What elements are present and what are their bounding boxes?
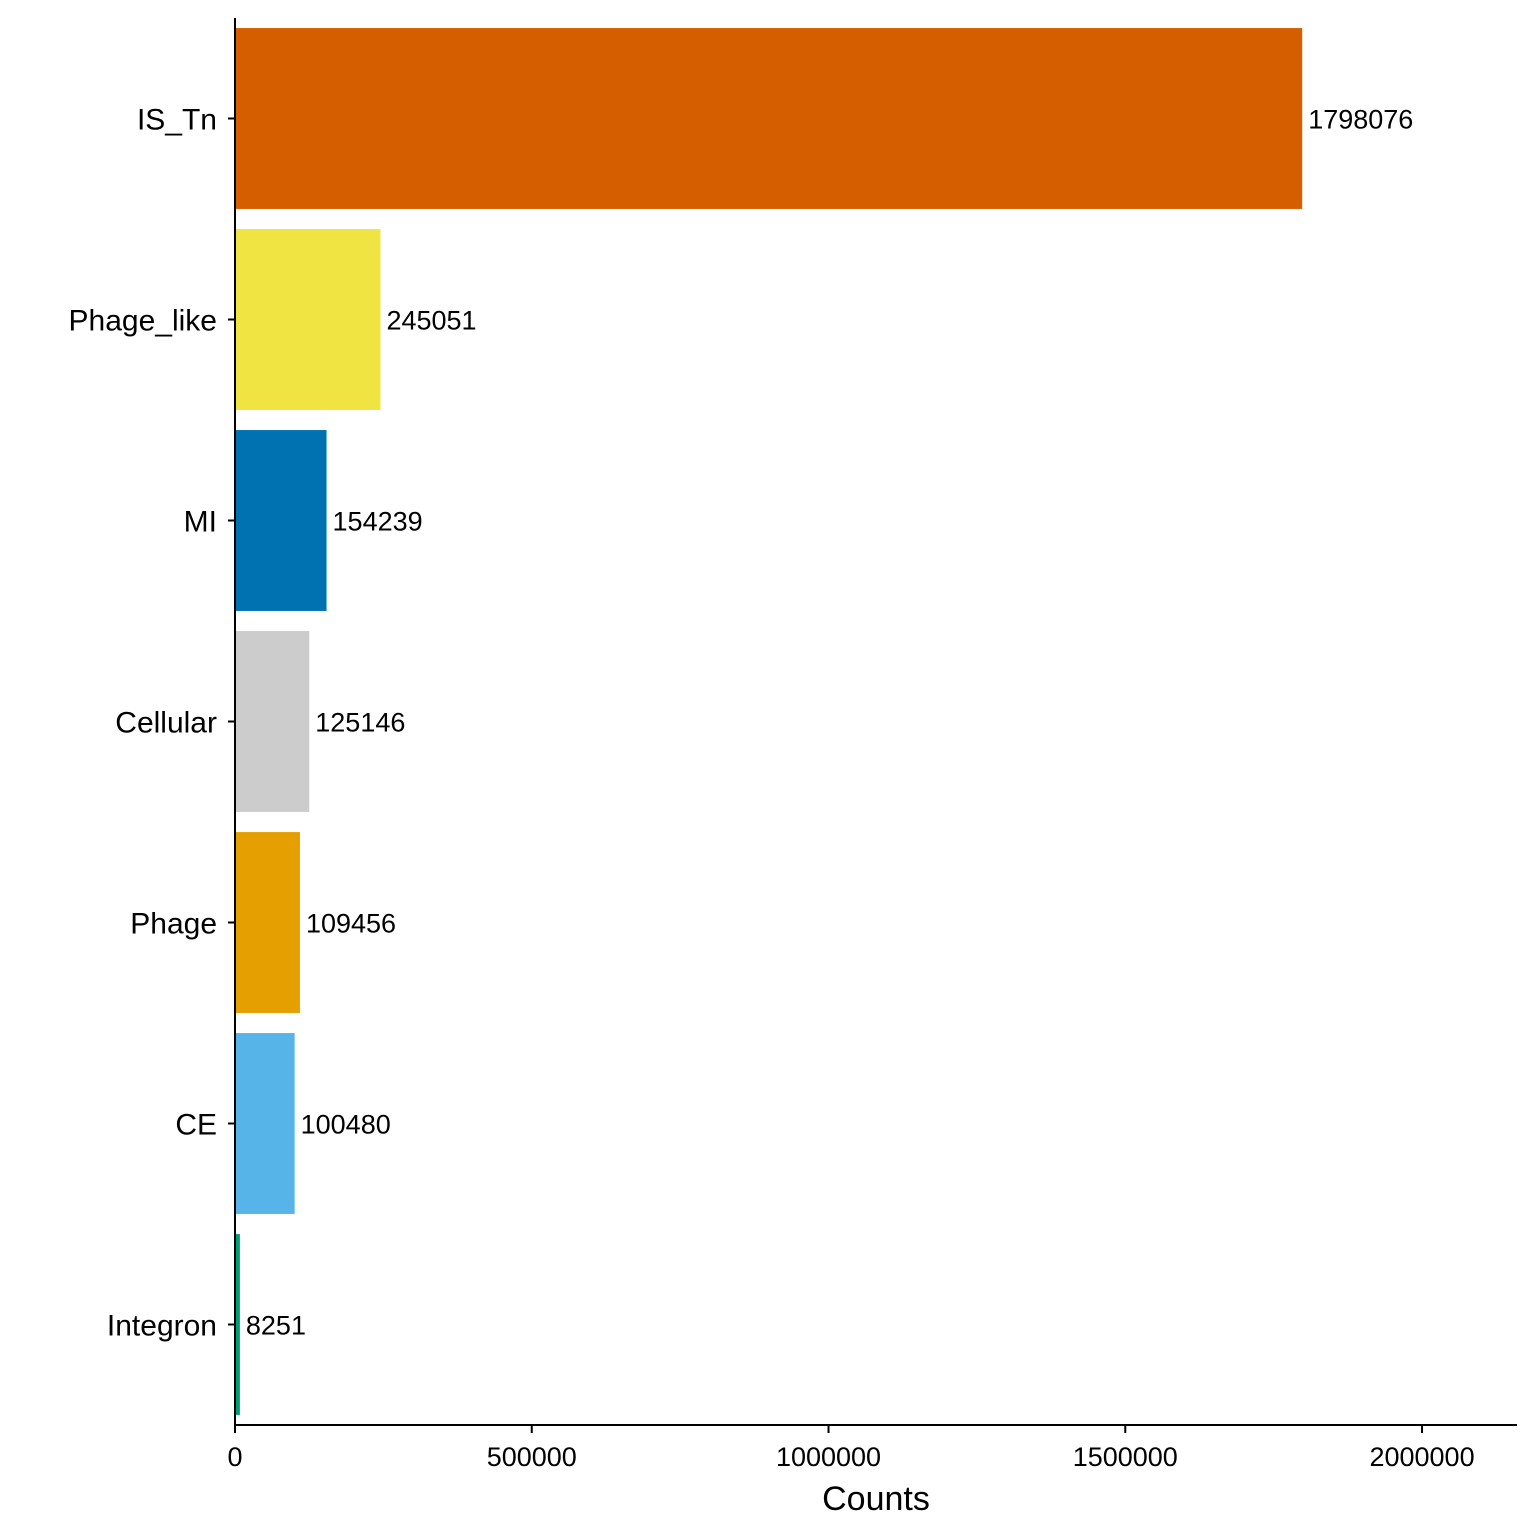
bar-phage <box>235 832 300 1013</box>
x-tick-label-3: 1500000 <box>1073 1442 1178 1472</box>
x-tick-label-0: 0 <box>227 1442 242 1472</box>
bar-phage-like <box>235 229 381 410</box>
x-tick-label-4: 2000000 <box>1369 1442 1474 1472</box>
value-label-cellular: 125146 <box>315 708 405 738</box>
bar-integron <box>235 1234 240 1415</box>
category-labels: IS_Tn Phage_like MI Cellular Phage CE Integron <box>69 104 217 1343</box>
bars-group <box>235 28 1303 1415</box>
category-label-ce: CE <box>175 1109 217 1142</box>
category-label-cellular: Cellular <box>115 707 217 740</box>
bar-is-tn <box>235 28 1303 209</box>
x-tick-label-1: 500000 <box>487 1442 577 1472</box>
x-tick-label-2: 1000000 <box>776 1442 881 1472</box>
bar-ce <box>235 1033 295 1214</box>
category-ticks <box>228 117 235 1326</box>
value-label-is-tn: 1798076 <box>1308 105 1413 135</box>
category-label-is-tn: IS_Tn <box>137 104 217 137</box>
x-axis-tick-labels: 0 500000 1000000 1500000 2000000 <box>227 1442 1474 1472</box>
category-label-phage-like: Phage_like <box>69 305 217 338</box>
x-axis-ticks <box>234 1425 1424 1433</box>
value-label-phage: 109456 <box>306 909 396 939</box>
category-label-mi: MI <box>184 506 217 539</box>
category-label-integron: Integron <box>107 1310 217 1343</box>
bar-mi <box>235 430 327 611</box>
x-axis-title: Counts <box>822 1480 930 1518</box>
bar-cellular <box>235 631 310 812</box>
value-label-integron: 8251 <box>246 1311 306 1341</box>
value-label-phage-like: 245051 <box>386 306 476 336</box>
value-label-mi: 154239 <box>333 507 423 537</box>
category-label-phage: Phage <box>130 908 217 941</box>
value-label-ce: 100480 <box>301 1110 391 1140</box>
value-labels: 1798076 245051 154239 125146 109456 100480 825… <box>246 105 1413 1341</box>
